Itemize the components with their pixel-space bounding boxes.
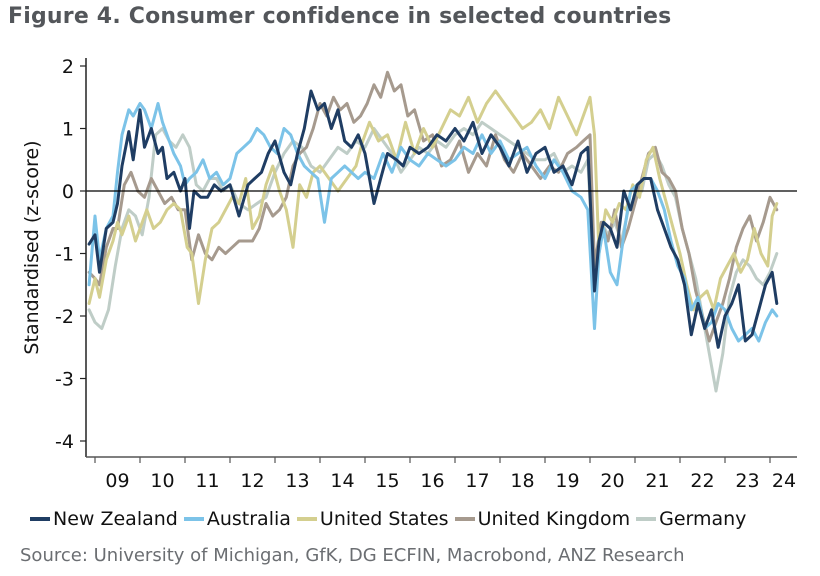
legend-swatch bbox=[183, 517, 204, 521]
legend-item-united-kingdom: United Kingdom bbox=[454, 508, 631, 530]
legend: New Zealand Australia United States United … bbox=[30, 508, 752, 530]
x-tick-label: 18 bbox=[510, 470, 534, 492]
line-chart: 210-1-2-3-4 09 10 11 12 13 14 15 16 17 18 19 20 21 22… bbox=[21, 56, 797, 492]
y-tick-label: -1 bbox=[55, 244, 74, 266]
x-ticks: 09 10 11 12 13 14 15 16 17 18 19 20 21 22 23 24 bbox=[94, 457, 796, 492]
legend-item-new-zealand: New Zealand bbox=[30, 508, 178, 530]
legend-item-australia: Australia bbox=[183, 508, 291, 530]
x-tick-label: 11 bbox=[195, 470, 219, 492]
series-line-new-zealand bbox=[87, 89, 779, 349]
x-tick-label: 19 bbox=[555, 470, 579, 492]
x-tick-label: 16 bbox=[420, 470, 444, 492]
legend-label: Australia bbox=[206, 508, 291, 530]
legend-item-germany: Germany bbox=[636, 508, 746, 530]
y-tick-label: 0 bbox=[62, 181, 74, 203]
series-line-united-states bbox=[87, 89, 779, 312]
chart-title: Figure 4. Consumer confidence in selecte… bbox=[8, 4, 672, 29]
y-tick-label: -4 bbox=[55, 431, 74, 453]
legend-label: United Kingdom bbox=[477, 508, 631, 530]
legend-swatch bbox=[296, 517, 317, 521]
x-tick-label: 14 bbox=[330, 470, 354, 492]
y-tick-label: -3 bbox=[55, 369, 74, 391]
x-tick-label: 09 bbox=[105, 470, 129, 492]
y-tick-label: 2 bbox=[62, 56, 74, 78]
x-tick-label: 21 bbox=[645, 470, 669, 492]
legend-swatch bbox=[30, 517, 50, 521]
y-tick-label: -2 bbox=[55, 306, 74, 328]
series-layer bbox=[87, 70, 779, 393]
x-tick-label: 23 bbox=[735, 470, 759, 492]
source-note: Source: University of Michigan, GfK, DG … bbox=[20, 545, 685, 566]
y-ticks: 2 1 0 -1 -2 -3 -4 bbox=[55, 56, 86, 453]
x-tick-label: 24 bbox=[772, 470, 796, 492]
legend-label: United States bbox=[319, 508, 449, 530]
x-tick-label: 22 bbox=[690, 470, 714, 492]
y-axis-label: Standardised (z-score) bbox=[21, 140, 43, 354]
series-line-australia bbox=[87, 102, 779, 343]
x-tick-label: 10 bbox=[150, 470, 174, 492]
legend-item-united-states: United States bbox=[296, 508, 449, 530]
x-tick-label: 17 bbox=[465, 470, 489, 492]
legend-label: New Zealand bbox=[53, 508, 178, 530]
x-tick-label: 15 bbox=[375, 470, 399, 492]
x-tick-label: 20 bbox=[600, 470, 624, 492]
y-tick-label: 1 bbox=[62, 119, 74, 141]
x-tick-label: 12 bbox=[240, 470, 264, 492]
x-tick-label: 13 bbox=[285, 470, 309, 492]
legend-label: Germany bbox=[659, 508, 747, 530]
legend-swatch bbox=[454, 517, 475, 521]
legend-swatch bbox=[636, 517, 657, 521]
